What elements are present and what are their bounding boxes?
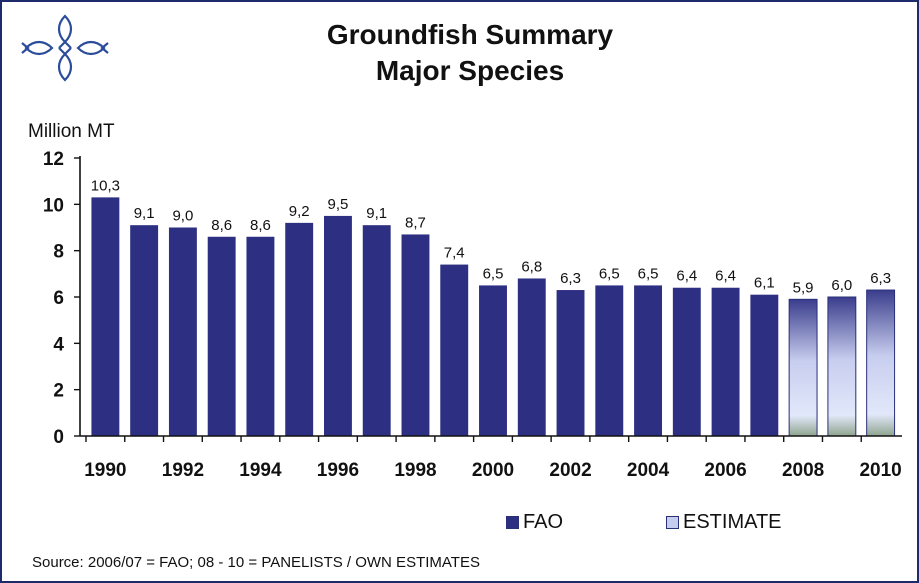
value-label-1996: 9,5 — [328, 196, 349, 213]
bar-1994 — [246, 236, 275, 436]
bar-1993 — [207, 236, 236, 436]
y-tick-label-12: 12 — [43, 149, 64, 170]
bar-2004 — [634, 285, 663, 436]
x-tick-label-2010: 2010 — [859, 460, 901, 481]
bar-1997 — [362, 225, 391, 436]
bar-2000 — [479, 285, 507, 436]
value-label-2008: 5,9 — [793, 279, 814, 296]
y-axis-label: Million MT — [28, 121, 115, 142]
x-tick-label-1990: 1990 — [84, 460, 126, 481]
value-label-1990: 10,3 — [91, 177, 120, 194]
y-tick-label-6: 6 — [53, 288, 64, 309]
legend-item-fao: FAO — [506, 511, 563, 533]
bar-1996 — [323, 215, 352, 436]
bar-1998 — [401, 234, 430, 436]
value-label-1994: 8,6 — [250, 217, 271, 234]
y-tick-label-8: 8 — [53, 242, 64, 263]
bar-1995 — [285, 222, 314, 436]
x-tick-label-2008: 2008 — [782, 460, 824, 481]
legend-swatch-fao — [506, 515, 519, 529]
x-tick-label-1998: 1998 — [394, 460, 436, 481]
bar-2009 — [827, 296, 857, 437]
chart-title-line2: Major Species — [375, 55, 565, 86]
bar-2005 — [672, 287, 701, 436]
legend-label-fao: FAO — [523, 510, 564, 533]
value-label-2000: 6,5 — [483, 265, 504, 282]
x-tick-label-1992: 1992 — [162, 460, 204, 481]
value-label-2003: 6,5 — [599, 265, 620, 282]
x-tick-label-1994: 1994 — [239, 460, 282, 481]
value-label-1995: 9,2 — [289, 203, 310, 220]
bar-2003 — [595, 285, 624, 436]
value-label-2007: 6,1 — [754, 275, 775, 292]
bar-2007 — [750, 294, 779, 436]
value-label-2010: 6,3 — [870, 270, 891, 287]
bar-2010 — [866, 289, 896, 437]
value-label-2009: 6,0 — [831, 277, 852, 294]
value-label-1998: 8,7 — [405, 214, 426, 231]
value-label-2001: 6,8 — [521, 258, 542, 275]
bar-2006 — [711, 287, 740, 436]
legend-label-estimate: ESTIMATE — [683, 510, 782, 533]
value-label-2002: 6,3 — [560, 270, 581, 287]
legend-item-estimate: ESTIMATE — [666, 511, 782, 533]
bar-1992 — [168, 227, 197, 436]
bar-1990 — [91, 197, 120, 436]
x-tick-label-2000: 2000 — [472, 460, 514, 481]
value-label-2006: 6,4 — [715, 268, 736, 285]
x-tick-label-1996: 1996 — [317, 460, 359, 481]
value-label-1991: 9,1 — [134, 205, 155, 222]
bar-2008 — [788, 298, 818, 437]
value-label-1999: 7,4 — [444, 245, 465, 262]
y-tick-label-0: 0 — [53, 427, 64, 448]
x-tick-label-2004: 2004 — [627, 460, 670, 481]
source-note: Source: 2006/07 = FAO; 08 - 10 = PANELIS… — [32, 554, 480, 571]
x-tick-label-2002: 2002 — [549, 460, 591, 481]
x-tick-label-2006: 2006 — [704, 460, 746, 481]
fish-cross-logo-icon — [21, 14, 109, 82]
y-tick-label-2: 2 — [53, 381, 64, 402]
legend-swatch-estimate — [666, 515, 679, 529]
bar-2002 — [556, 290, 585, 436]
value-label-1997: 9,1 — [366, 205, 387, 222]
chart-title-line1: Groundfish Summary — [326, 19, 614, 50]
bar-1999 — [440, 264, 469, 436]
value-label-1993: 8,6 — [211, 217, 232, 234]
value-label-1992: 9,0 — [172, 208, 193, 225]
bar-1991 — [130, 225, 159, 436]
value-label-2005: 6,4 — [676, 268, 697, 285]
y-tick-label-10: 10 — [43, 195, 64, 216]
bar-2001 — [517, 278, 546, 436]
y-tick-label-4: 4 — [53, 334, 64, 355]
value-label-2004: 6,5 — [638, 265, 659, 282]
